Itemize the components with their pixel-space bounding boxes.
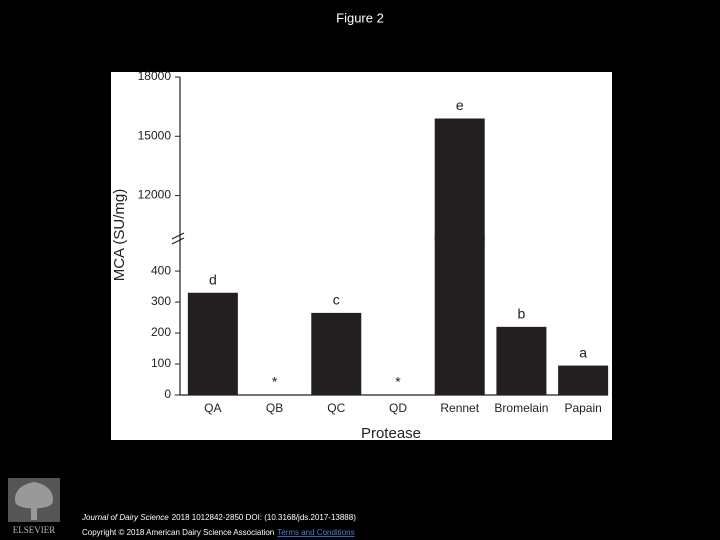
x-tick-label: QC [327, 401, 345, 415]
significance-label: c [333, 292, 340, 308]
y-tick-label: 100 [151, 356, 171, 370]
bar [496, 326, 547, 395]
terms-link[interactable]: Terms and Conditions [277, 528, 354, 537]
bar [311, 312, 362, 395]
x-tick-label: QA [204, 401, 221, 415]
significance-label: * [272, 374, 278, 390]
x-tick-label: QB [266, 401, 283, 415]
y-tick-label: 15000 [138, 128, 172, 142]
bar-upper-part [434, 118, 485, 241]
significance-label: * [395, 374, 401, 390]
y-tick-label: 300 [151, 294, 171, 308]
slide-title: Figure 2 [336, 10, 384, 25]
journal-name: Journal of Dairy Science [81, 513, 169, 522]
x-tick-label: Bromelain [494, 401, 548, 415]
x-tick-label: Rennet [440, 401, 479, 415]
significance-label: b [518, 306, 526, 322]
y-tick-label: 0 [164, 387, 171, 401]
axis-break [171, 237, 185, 245]
citation: Journal of Dairy Science 2018 1012842-285… [81, 513, 356, 522]
bar [187, 292, 238, 395]
publisher-logo: ELSEVIER [8, 478, 60, 535]
significance-label: e [456, 97, 464, 113]
copyright-text: Copyright © 2018 American Dairy Science … [82, 528, 274, 537]
x-axis-label: Protease [361, 425, 421, 442]
copyright: Copyright © 2018 American Dairy Science … [82, 528, 355, 537]
significance-label: d [209, 271, 217, 287]
significance-label: a [579, 344, 587, 360]
chart: 0 100 200 300 400 12000 15000 18000 QA d QB * QC c QD *… [138, 69, 609, 415]
logo-tree [14, 482, 54, 520]
y-tick-label: 12000 [138, 188, 172, 202]
axis-break [171, 232, 185, 240]
x-tick-label: QD [389, 401, 407, 415]
x-tick-label: Papain [564, 401, 601, 415]
bar-lower-part [434, 237, 485, 395]
y-tick-label: 400 [151, 263, 171, 277]
citation-text: 2018 1012842-2850 DOI: (10.3168/jds.2017… [172, 513, 356, 522]
publisher-name: ELSEVIER [13, 525, 56, 535]
y-axis-label: MCA (SU/mg) [111, 189, 128, 282]
y-tick-label: 18000 [138, 69, 172, 83]
y-tick-label: 200 [151, 325, 171, 339]
bar [558, 365, 609, 395]
